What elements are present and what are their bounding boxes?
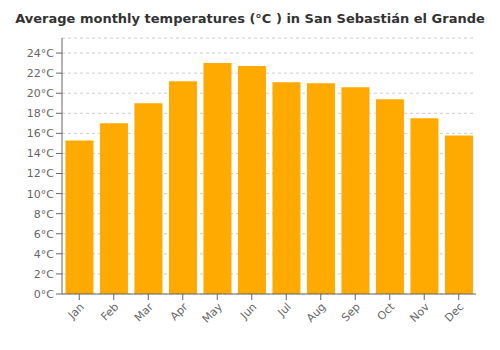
svg-text:Oct: Oct xyxy=(375,300,398,323)
svg-text:0°C: 0°C xyxy=(34,288,54,301)
html-text:Average monthly temperatures (: Average monthly temperatures (°C ) in Sa… xyxy=(15,11,485,26)
svg-text:Aug: Aug xyxy=(304,300,328,324)
svg-text:May: May xyxy=(200,300,226,326)
svg-text:2°C: 2°C xyxy=(34,268,54,281)
svg-text:Mar: Mar xyxy=(132,300,156,324)
svg-text:8°C: 8°C xyxy=(34,208,54,221)
svg-text:12°C: 12°C xyxy=(27,167,54,180)
svg-text:16°C: 16°C xyxy=(27,127,54,140)
svg-text:18°C: 18°C xyxy=(27,107,54,120)
svg-text:Apr: Apr xyxy=(168,300,191,323)
svg-text:4°C: 4°C xyxy=(34,248,54,261)
svg-text:24°C: 24°C xyxy=(27,47,54,60)
svg-text:22°C: 22°C xyxy=(27,67,54,80)
svg-text:Dec: Dec xyxy=(442,300,466,324)
svg-text:Nov: Nov xyxy=(408,300,433,325)
svg-text:10°C: 10°C xyxy=(27,188,54,201)
svg-text:Feb: Feb xyxy=(98,300,121,323)
svg-text:Jul: Jul xyxy=(275,300,294,319)
svg-text:Jun: Jun xyxy=(237,300,259,322)
svg-text:Sep: Sep xyxy=(339,300,363,324)
svg-text:20°C: 20°C xyxy=(27,87,54,100)
svg-text:6°C: 6°C xyxy=(34,228,54,241)
svg-text:14°C: 14°C xyxy=(27,147,54,160)
svg-text:Jan: Jan xyxy=(65,300,87,322)
